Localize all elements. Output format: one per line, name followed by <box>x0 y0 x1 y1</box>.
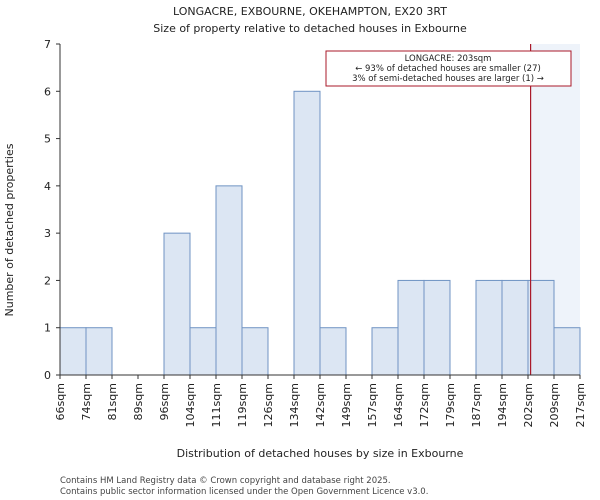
y-tick-label-1: 1 <box>44 322 51 335</box>
bar-96sqm <box>163 232 191 376</box>
x-tick-label-164sqm: 164sqm <box>392 383 405 427</box>
bar-134sqm <box>293 90 321 376</box>
x-tick-label-194sqm: 194sqm <box>496 383 509 427</box>
bar-194sqm <box>501 279 529 376</box>
bar-119sqm <box>241 327 269 376</box>
bar-104sqm <box>189 327 217 376</box>
y-tick-label-3: 3 <box>44 227 51 240</box>
x-tick-label-81sqm: 81sqm <box>106 383 119 420</box>
y-tick-label-2: 2 <box>44 274 51 287</box>
x-tick-label-157sqm: 157sqm <box>366 383 379 427</box>
x-tick-label-74sqm: 74sqm <box>80 383 93 420</box>
x-tick-label-179sqm: 179sqm <box>444 383 457 427</box>
annotation-box: LONGACRE: 203sqm ← 93% of detached house… <box>325 50 572 87</box>
annotation-line-3: 3% of semi-detached houses are larger (1… <box>352 74 544 84</box>
x-tick-label-142sqm: 142sqm <box>314 383 327 427</box>
y-tick-label-4: 4 <box>44 180 51 193</box>
bar-66sqm <box>59 327 87 376</box>
y-axis-title: Number of detached properties <box>3 143 16 316</box>
x-tick-label-134sqm: 134sqm <box>288 383 301 427</box>
x-tick-label-172sqm: 172sqm <box>418 383 431 427</box>
x-tick-label-89sqm: 89sqm <box>132 383 145 420</box>
x-tick-label-119sqm: 119sqm <box>236 383 249 427</box>
footer-line-2: Contains public sector information licen… <box>60 487 428 497</box>
bar-142sqm <box>319 327 347 376</box>
bar-172sqm <box>423 279 451 376</box>
bar-209sqm <box>553 327 581 376</box>
x-tick-label-96sqm: 96sqm <box>158 383 171 420</box>
x-tick-label-209sqm: 209sqm <box>548 383 561 427</box>
bar-111sqm <box>215 185 243 376</box>
x-tick-label-149sqm: 149sqm <box>340 383 353 427</box>
chart-subtitle: Size of property relative to detached ho… <box>153 22 467 35</box>
bar-187sqm <box>475 279 503 376</box>
y-tick-label-5: 5 <box>44 133 51 146</box>
x-tick-label-187sqm: 187sqm <box>470 383 483 427</box>
x-tick-label-104sqm: 104sqm <box>184 383 197 427</box>
x-tick-label-217sqm: 217sqm <box>574 383 587 427</box>
bar-202sqm <box>527 279 555 376</box>
y-tick-label-0: 0 <box>44 369 51 382</box>
annotation-line-1: LONGACRE: 203sqm <box>405 54 492 64</box>
bar-164sqm <box>397 279 425 376</box>
bar-74sqm <box>85 327 113 376</box>
x-tick-label-111sqm: 111sqm <box>210 383 223 427</box>
annotation-frame <box>325 50 572 87</box>
x-axis-title: Distribution of detached houses by size … <box>177 447 464 460</box>
x-tick-label-202sqm: 202sqm <box>522 383 535 427</box>
chart-title: LONGACRE, EXBOURNE, OKEHAMPTON, EX20 3RT <box>173 5 447 18</box>
footer-line-1: Contains HM Land Registry data © Crown c… <box>60 476 391 486</box>
y-tick-label-6: 6 <box>44 85 51 98</box>
x-tick-label-126sqm: 126sqm <box>262 383 275 427</box>
y-tick-label-7: 7 <box>44 38 51 51</box>
x-tick-label-66sqm: 66sqm <box>54 383 67 420</box>
annotation-line-2: ← 93% of detached houses are smaller (27… <box>355 64 541 74</box>
bar-157sqm <box>371 327 399 376</box>
